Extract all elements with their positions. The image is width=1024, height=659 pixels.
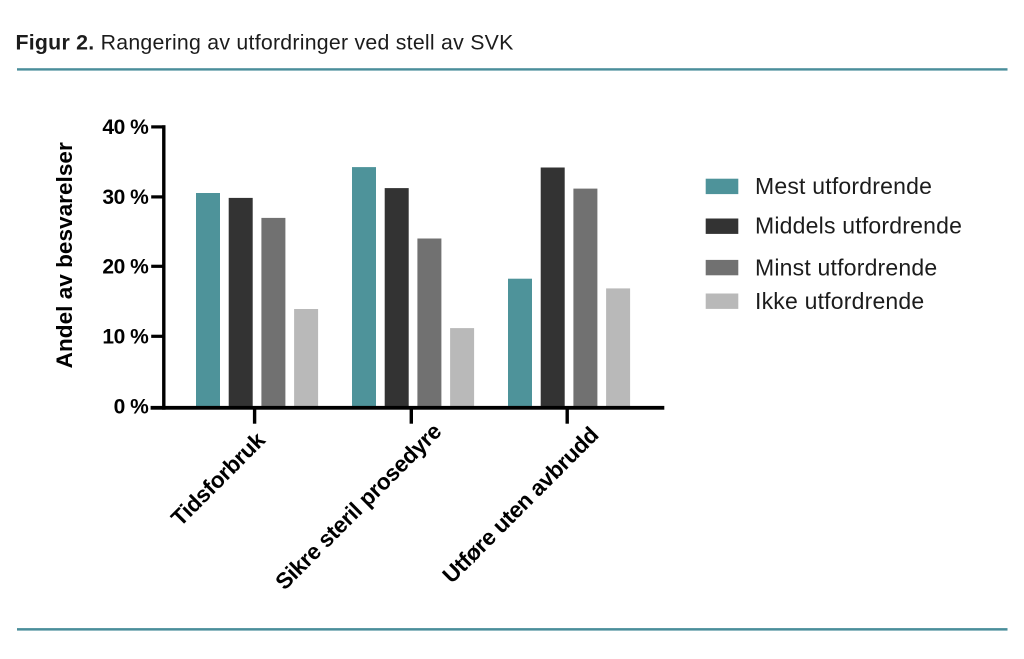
svg-text:0 %: 0 % xyxy=(114,396,150,419)
svg-text:Middels utfordrende: Middels utfordrende xyxy=(755,213,962,239)
svg-text:20 %: 20 % xyxy=(102,255,149,278)
svg-text:40 %: 40 % xyxy=(102,116,149,139)
svg-text:Mest utfordrende: Mest utfordrende xyxy=(755,173,932,199)
svg-text:10 %: 10 % xyxy=(102,325,149,348)
svg-text:Ikke utfordrende: Ikke utfordrende xyxy=(755,288,924,314)
svg-text:Figur 2. Rangering av utfordri: Figur 2. Rangering av utfordringer ved s… xyxy=(16,31,514,55)
svg-text:Andel av besvarelser: Andel av besvarelser xyxy=(52,142,77,368)
svg-text:Minst utfordrende: Minst utfordrende xyxy=(755,254,937,280)
svg-text:30 %: 30 % xyxy=(102,186,149,209)
